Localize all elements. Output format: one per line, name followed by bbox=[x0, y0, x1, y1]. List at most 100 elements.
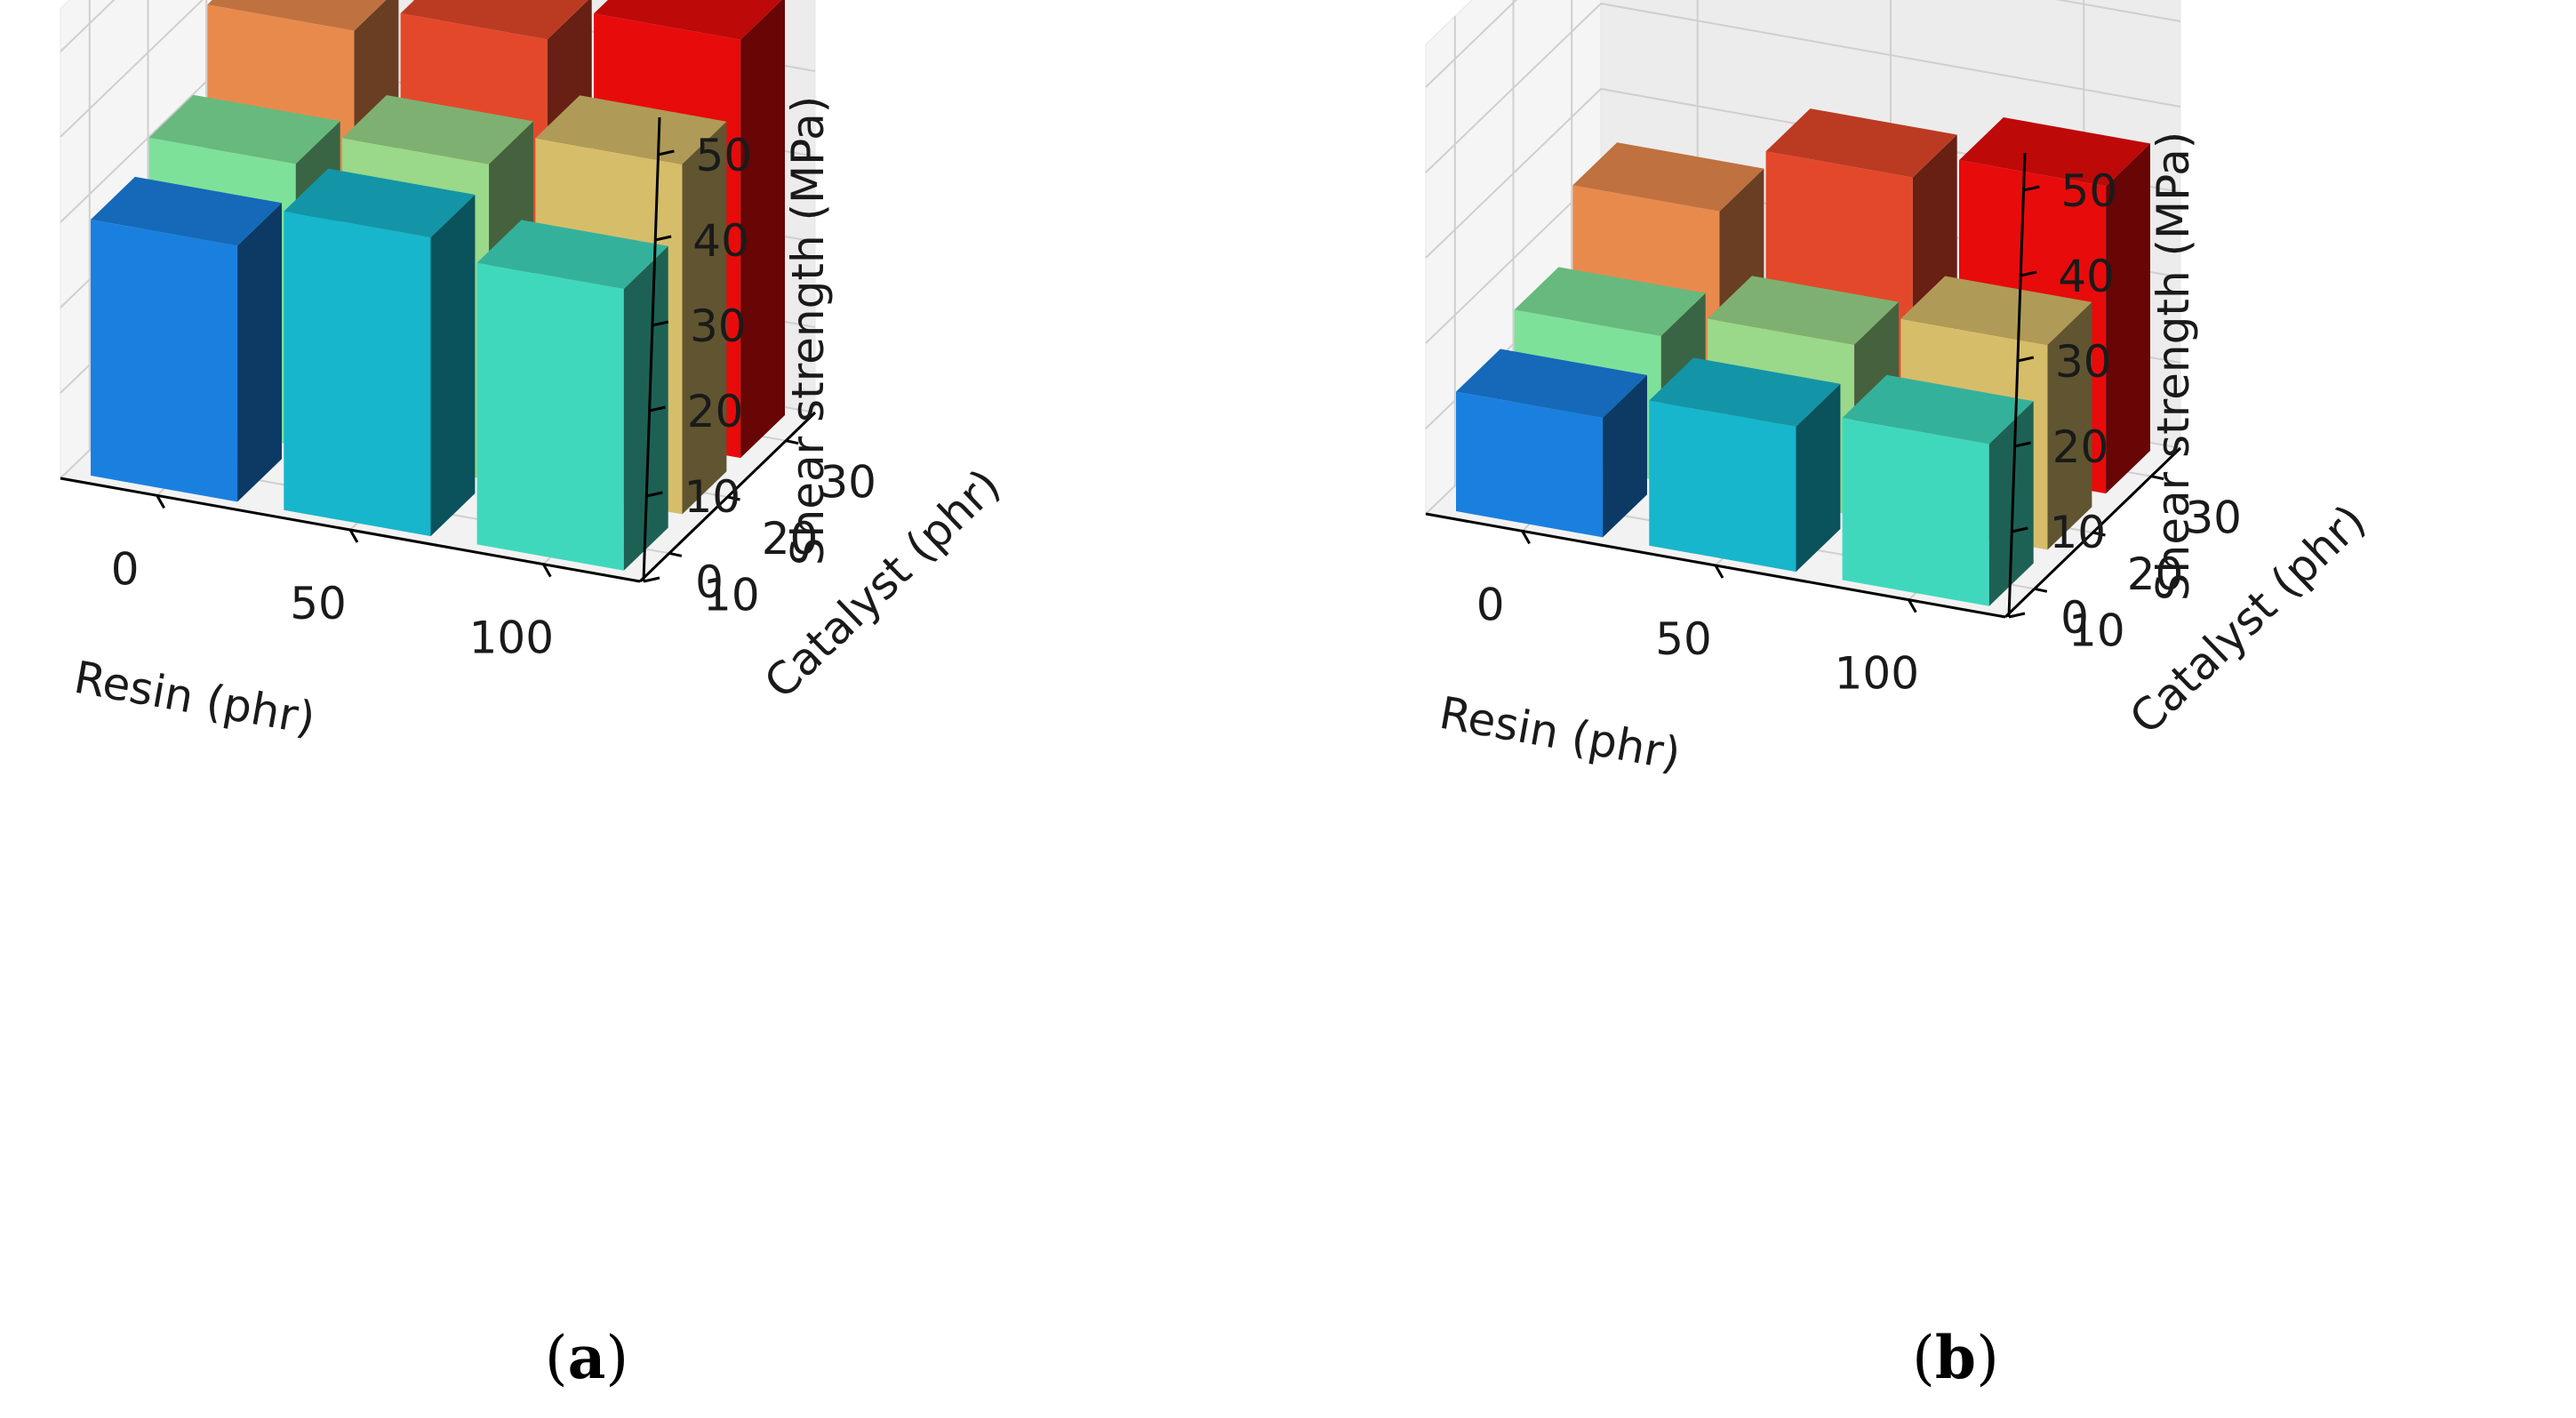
x-tick-mark bbox=[348, 529, 359, 543]
bar-top-face bbox=[594, 0, 782, 40]
bar-top-face bbox=[207, 0, 387, 31]
y-tick-mark bbox=[785, 439, 799, 445]
bar-top-face bbox=[284, 168, 476, 238]
bar-side-face bbox=[1796, 383, 1841, 573]
bar-side-face bbox=[623, 245, 668, 571]
bars bbox=[1456, 108, 2150, 606]
bar-front-face bbox=[91, 220, 238, 502]
z-tick-mark bbox=[652, 320, 669, 327]
x-tick-label: 0 bbox=[1476, 579, 1505, 630]
panel-a: NCP Shear strength050100Resin (phr)10203… bbox=[59, 0, 1011, 1392]
bar-resin-100-catalyst-10 bbox=[1842, 374, 2034, 606]
bars bbox=[91, 0, 785, 571]
bar-top-face bbox=[1765, 108, 1957, 178]
bar-top-face bbox=[1842, 374, 2034, 445]
z-axis-line bbox=[642, 116, 661, 582]
y-tick-label: 10 bbox=[703, 569, 760, 621]
bar-front-face bbox=[1649, 400, 1796, 573]
bar-side-face bbox=[237, 203, 282, 502]
z-tick-label: 0 bbox=[695, 557, 724, 608]
bar-side-face bbox=[740, 0, 785, 459]
bar-resin-100-catalyst-10 bbox=[476, 220, 668, 571]
bar-resin-50-catalyst-10 bbox=[284, 168, 476, 537]
z-tick-label: 40 bbox=[692, 215, 749, 267]
x-tick-mark bbox=[1521, 530, 1531, 545]
x-tick-label: 50 bbox=[1655, 613, 1712, 665]
bar-top-face bbox=[1514, 267, 1706, 336]
x-tick-mark bbox=[156, 494, 165, 509]
y-tick-mark bbox=[2034, 587, 2048, 593]
z-gridline bbox=[1425, 2, 2181, 173]
x-tick-label: 0 bbox=[111, 543, 140, 595]
x-axis-label: Resin (phr) bbox=[70, 652, 319, 745]
z-tick-label: 20 bbox=[2052, 421, 2109, 473]
bar-top-face bbox=[1649, 357, 1841, 427]
z-axis-label: Shear strength (MPa) bbox=[2148, 132, 2199, 601]
x-tick-label: 100 bbox=[1835, 648, 1919, 700]
bar-top-face bbox=[400, 0, 588, 40]
z-tick-mark bbox=[2020, 270, 2037, 277]
y-tick-mark bbox=[2092, 531, 2106, 537]
y-tick-label: 30 bbox=[820, 457, 876, 509]
z-tick-mark bbox=[2011, 526, 2028, 533]
panel-b: NCP Shear strength050100Resin (phr)10203… bbox=[1424, 0, 2376, 1392]
bar-top-face bbox=[342, 95, 533, 164]
x-tick-label: 50 bbox=[290, 578, 347, 629]
z-tick-label: 10 bbox=[684, 471, 740, 523]
bar-top-face bbox=[1708, 276, 1899, 345]
x-tick-label: 100 bbox=[469, 613, 554, 664]
bar-top-face bbox=[476, 220, 668, 289]
z-tick-label: 0 bbox=[2060, 592, 2089, 644]
z-tick-label: 30 bbox=[690, 300, 747, 352]
bar-top-face bbox=[1959, 117, 2150, 187]
z-tick-label: 50 bbox=[696, 130, 753, 181]
z-tick-mark bbox=[654, 235, 672, 242]
bar-front-face bbox=[1842, 418, 1989, 606]
x-axis-label: Resin (phr) bbox=[1436, 687, 1684, 781]
y-tick-mark bbox=[668, 551, 683, 557]
bar-top-face bbox=[1456, 348, 1647, 418]
bar-resin-0-catalyst-10 bbox=[1456, 348, 1647, 538]
x-tick-mark bbox=[542, 563, 552, 578]
z-tick-mark bbox=[2023, 185, 2040, 192]
bar-side-face bbox=[1603, 374, 1647, 538]
z-gridline bbox=[1425, 0, 2181, 88]
bar-side-face bbox=[2047, 301, 2092, 550]
z-tick-mark bbox=[649, 405, 666, 413]
bar-resin-50-catalyst-10 bbox=[1649, 357, 1841, 573]
y-tick-label: 30 bbox=[2185, 493, 2242, 544]
panel-label: (a) bbox=[545, 1323, 628, 1392]
z-tick-label: 20 bbox=[687, 386, 744, 437]
bar-front-face bbox=[1456, 391, 1604, 538]
z-axis-line bbox=[2007, 152, 2027, 618]
z-tick-label: 40 bbox=[2058, 251, 2115, 302]
y-tick-mark bbox=[727, 495, 740, 501]
z-axis-label: Shear strength (MPa) bbox=[782, 96, 834, 565]
z-tick-mark bbox=[658, 149, 675, 156]
bar-top-face bbox=[1900, 276, 2092, 345]
y-gridline bbox=[88, 0, 669, 555]
bar-side-face bbox=[1988, 401, 2034, 606]
x-tick-mark bbox=[1714, 565, 1724, 579]
y-gridline bbox=[1453, 16, 2035, 590]
x-tick-mark bbox=[1908, 598, 1917, 613]
z-tick-mark bbox=[645, 491, 663, 498]
z-tick-mark bbox=[2008, 612, 2026, 619]
bar-top-face bbox=[535, 95, 727, 164]
z-tick-mark bbox=[2017, 356, 2035, 363]
z-tick-mark bbox=[2014, 441, 2031, 448]
z-tick-label: 10 bbox=[2049, 507, 2106, 558]
bar-front-face bbox=[476, 262, 624, 571]
bar-side-face bbox=[682, 121, 727, 515]
y-tick-label: 20 bbox=[762, 513, 819, 565]
y-tick-mark bbox=[2150, 475, 2164, 481]
bar-side-face bbox=[430, 195, 476, 537]
bar-top-face bbox=[91, 176, 282, 246]
bar-resin-0-catalyst-10 bbox=[91, 176, 282, 502]
bar-top-face bbox=[1572, 142, 1764, 212]
panel-label: (b) bbox=[1912, 1323, 1999, 1392]
bar-side-face bbox=[2106, 143, 2150, 494]
bar-top-face bbox=[148, 94, 340, 164]
z-tick-mark bbox=[643, 576, 660, 583]
